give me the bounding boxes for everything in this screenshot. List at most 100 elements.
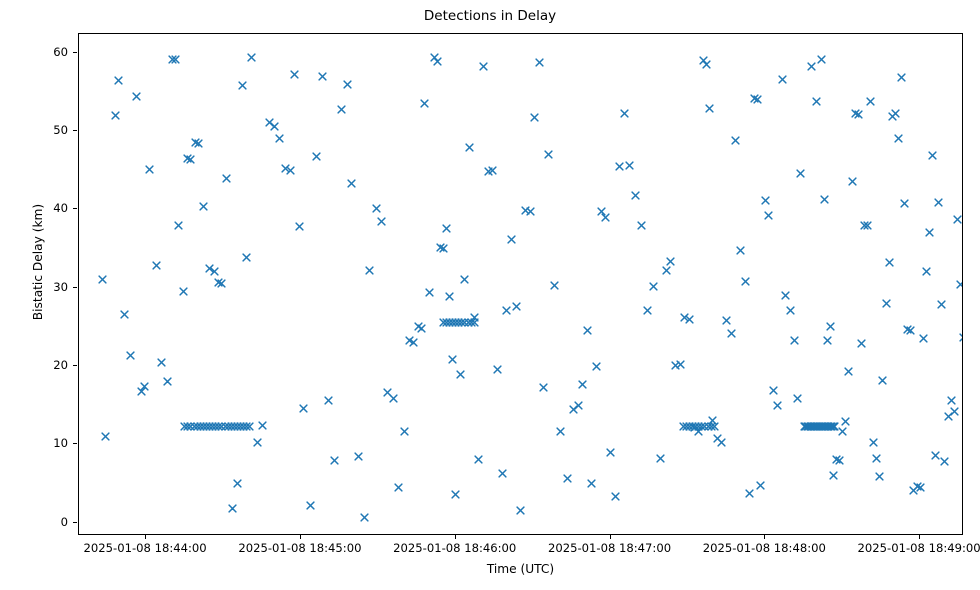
scatter-point	[242, 422, 251, 431]
scatter-point	[940, 457, 950, 466]
scatter-point	[869, 438, 878, 447]
scatter-point	[821, 422, 830, 431]
scatter-point	[713, 434, 722, 444]
scatter-point	[928, 151, 937, 160]
scatter-point	[451, 490, 460, 499]
scatter-point	[592, 362, 601, 371]
y-axis-tick	[73, 286, 77, 288]
y-axis-label: Bistatic Delay (km)	[31, 203, 45, 321]
scatter-point	[827, 422, 837, 431]
scatter-point	[872, 454, 881, 463]
scatter-point	[631, 191, 640, 200]
scatter-point	[611, 492, 620, 501]
scatter-point	[270, 122, 279, 131]
scatter-point	[183, 422, 193, 431]
scatter-point	[236, 422, 245, 431]
scatter-point	[710, 422, 719, 431]
scatter-point	[199, 422, 208, 431]
scatter-point	[217, 422, 227, 431]
scatter-point	[606, 448, 615, 457]
scatter-point	[460, 274, 470, 284]
scatter-point	[420, 99, 429, 108]
scatter-point	[245, 422, 254, 431]
y-axis-tick-label: 10	[53, 436, 68, 451]
scatter-point	[451, 318, 460, 327]
scatter-point	[193, 422, 202, 431]
scatter-point	[807, 422, 816, 431]
scatter-point	[694, 427, 703, 436]
scatter-point	[336, 105, 346, 115]
scatter-point	[688, 422, 697, 431]
scatter-point	[233, 479, 242, 488]
scatter-point	[405, 336, 414, 346]
scatter-point	[830, 422, 840, 431]
y-axis-tick-label: 40	[53, 201, 68, 216]
scatter-point	[959, 333, 962, 343]
x-axis-tick-label: 2025-01-08 18:49:00	[857, 541, 980, 555]
x-axis-tick	[454, 535, 456, 539]
scatter-point	[343, 79, 352, 89]
scatter-point	[448, 318, 457, 327]
scatter-point	[211, 422, 220, 431]
scatter-point	[863, 221, 872, 231]
scatter-point	[702, 60, 711, 69]
scatter-point	[745, 489, 754, 498]
scatter-point	[183, 154, 193, 163]
scatter-point	[706, 422, 716, 431]
scatter-point	[682, 422, 691, 431]
scatter-point	[168, 55, 177, 64]
y-axis-tick	[73, 365, 77, 367]
scatter-point	[909, 486, 919, 495]
scatter-point	[799, 422, 809, 431]
scatter-point	[470, 313, 479, 322]
scatter-point	[247, 53, 256, 62]
scatter-point	[110, 111, 120, 120]
scatter-point	[956, 280, 962, 289]
scatter-point	[781, 291, 790, 300]
scatter-point	[306, 501, 315, 510]
scatter-point	[894, 134, 903, 144]
scatter-point	[460, 318, 470, 327]
scatter-point	[210, 267, 219, 276]
scatter-point	[764, 211, 773, 220]
scatter-point	[239, 422, 248, 431]
scatter-point	[583, 325, 592, 335]
scatter-point	[655, 454, 665, 463]
scatter-point	[778, 75, 787, 84]
scatter-point	[180, 422, 189, 431]
x-axis-label: Time (UTC)	[486, 562, 555, 576]
scatter-point	[186, 155, 196, 164]
scatter-point	[463, 318, 473, 327]
scatter-point	[685, 314, 694, 324]
scatter-point	[679, 422, 688, 431]
scatter-point	[525, 207, 535, 216]
scatter-point	[214, 422, 223, 431]
scatter-point	[597, 207, 606, 216]
y-axis-tick-label: 0	[60, 514, 68, 529]
scatter-point	[521, 206, 530, 216]
scatter-point	[445, 318, 454, 327]
scatter-point	[227, 422, 236, 431]
scatter-point	[801, 422, 810, 431]
x-axis-tick-label: 2025-01-08 18:45:00	[238, 541, 362, 555]
scatter-point	[253, 438, 262, 447]
scatter-point	[502, 306, 511, 315]
scatter-point	[191, 137, 200, 147]
scatter-point	[727, 329, 736, 338]
scatter-point	[98, 275, 107, 285]
scatter-point	[205, 422, 214, 431]
scatter-point	[637, 220, 646, 230]
scatter-point	[290, 70, 299, 79]
scatter-point	[120, 310, 129, 319]
scatter-point	[507, 235, 516, 244]
scatter-point	[189, 422, 199, 431]
scatter-point	[230, 422, 239, 431]
scatter-point	[815, 422, 824, 431]
scatter-point	[196, 422, 205, 431]
scatter-point	[563, 473, 572, 483]
scatter-point	[179, 287, 188, 296]
scatter-point	[439, 244, 448, 253]
scatter-point	[662, 266, 671, 275]
scatter-point	[900, 199, 909, 208]
